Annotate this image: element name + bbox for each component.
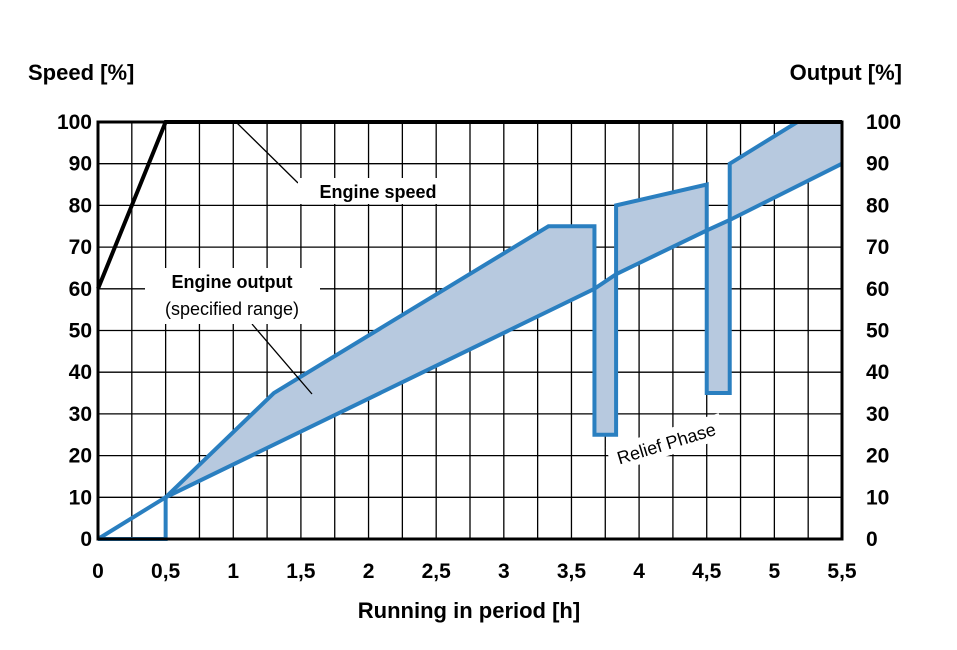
plot-frame <box>96 120 844 541</box>
output-range-area <box>165 122 843 498</box>
right-axis-title: Output [%] <box>790 60 902 85</box>
x-tick-label: 1,5 <box>286 560 316 583</box>
x-tick-label: 0 <box>92 560 104 583</box>
y-tick-label-right: 20 <box>866 445 889 468</box>
y-tick-label-right: 90 <box>866 153 889 176</box>
x-tick-label: 3,5 <box>557 560 587 583</box>
left-axis-title: Speed [%] <box>28 60 134 85</box>
x-tick-label: 1 <box>227 560 239 583</box>
x-axis-title: Running in period [h] <box>358 598 580 623</box>
series-line-output-lower <box>98 161 843 541</box>
x-tick-label: 3 <box>498 560 510 583</box>
relief-phase-label-bg <box>605 413 727 473</box>
y-tick-label-left: 30 <box>69 403 92 426</box>
y-tick-label-left: 100 <box>57 111 92 134</box>
y-tick-label-right: 0 <box>866 528 878 551</box>
specified-range-label: (specified range) <box>165 299 299 319</box>
y-tick-label-left: 90 <box>69 153 92 176</box>
y-tick-label-right: 50 <box>866 320 889 343</box>
x-tick-label: 2,5 <box>422 560 452 583</box>
engine-speed-leader <box>235 121 299 184</box>
x-tick-label: 0,5 <box>151 560 181 583</box>
y-tick-label-right: 80 <box>866 194 889 217</box>
y-tick-label-left: 50 <box>69 320 92 343</box>
engine-output-label-bg <box>145 268 320 324</box>
y-tick-label-left: 10 <box>69 486 92 509</box>
engine-speed-label-bg <box>298 178 458 204</box>
y-tick-label-right: 70 <box>866 236 889 259</box>
y-tick-label-left: 70 <box>69 236 92 259</box>
x-tick-label: 5 <box>769 560 781 583</box>
x-tick-label: 4 <box>633 560 645 583</box>
y-tick-label-left: 40 <box>69 361 92 384</box>
y-tick-label-left: 20 <box>69 445 92 468</box>
y-tick-label-left: 60 <box>69 278 92 301</box>
y-tick-label-right: 10 <box>866 486 889 509</box>
x-tick-label: 4,5 <box>692 560 722 583</box>
x-tick-label: 5,5 <box>827 560 857 583</box>
y-tick-label-right: 30 <box>866 403 889 426</box>
engine-output-label: Engine output <box>172 272 293 292</box>
y-tick-label-left: 80 <box>69 194 92 217</box>
engine-speed-label: Engine speed <box>319 182 436 202</box>
x-tick-label: 2 <box>363 560 375 583</box>
y-tick-label-right: 60 <box>866 278 889 301</box>
y-tick-label-right: 40 <box>866 361 889 384</box>
annotation-leaders <box>235 121 313 395</box>
y-tick-label-left: 0 <box>80 528 92 551</box>
plot-border <box>96 120 844 541</box>
engine-output-leader <box>251 323 313 395</box>
y-tick-label-right: 100 <box>866 111 901 134</box>
series-line-output-upper <box>96 120 842 541</box>
output-range-fill <box>165 122 843 498</box>
